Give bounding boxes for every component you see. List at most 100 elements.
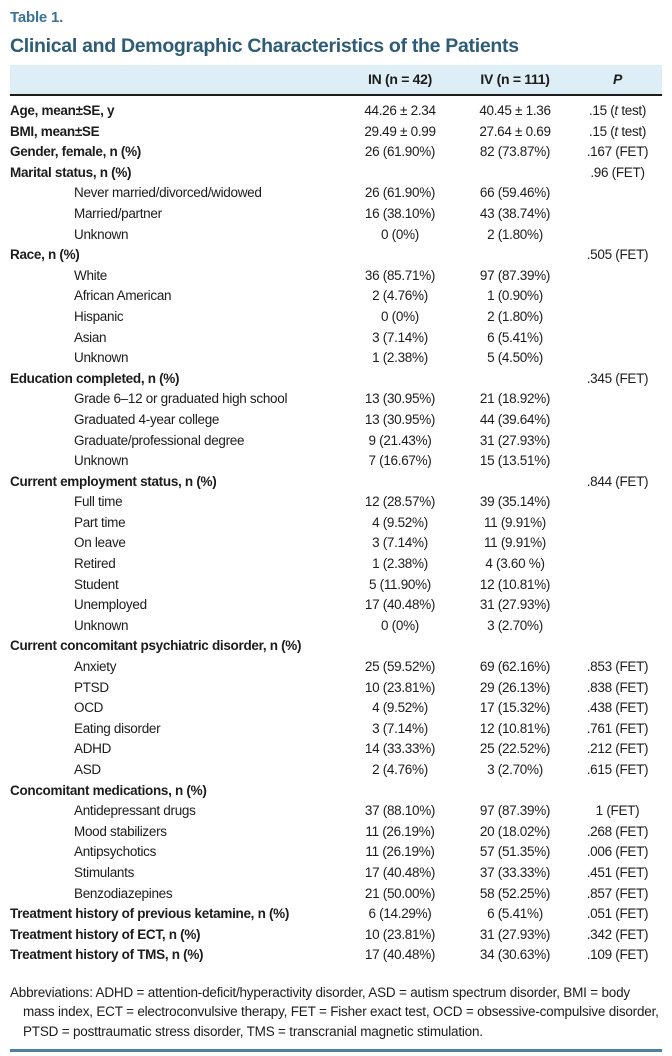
- table-row: Grade 6–12 or graduated high school 13 (3…: [10, 389, 662, 410]
- row-label: Part time: [74, 514, 126, 530]
- row-label: White: [74, 267, 108, 283]
- table-row: Graduate/professional degree 9 (21.43%) 31…: [10, 431, 662, 452]
- row-label: ADHD: [74, 741, 112, 757]
- cell-iv-value: [457, 163, 573, 184]
- row-label: Full time: [74, 494, 123, 510]
- row-label: Current employment status, n (%): [10, 473, 217, 489]
- cell-iv-value: 1 (0.90%): [487, 288, 543, 304]
- table-row: Unemployed 17 (40.48%) 31 (27.93%): [10, 595, 662, 616]
- row-label: Treatment history of TMS, n (%): [10, 947, 204, 963]
- cell-in-value: 3 (7.14%): [372, 329, 428, 345]
- bottom-rule: [10, 1049, 662, 1053]
- cell-p-value: [573, 616, 662, 637]
- cell-iv-value: 5 (4.50%): [487, 350, 543, 366]
- cell-iv-value: [457, 781, 573, 802]
- cell-p-value: .844 (FET): [586, 473, 649, 489]
- cell-iv-value: 39 (35.14%): [479, 494, 551, 510]
- cell-in-value: 17 (40.48%): [364, 864, 436, 880]
- cell-in-value: 7 (16.67%): [368, 453, 432, 469]
- cell-in-value: 11 (26.19%): [365, 823, 435, 839]
- cell-iv-value: 40.45 ± 1.36: [479, 103, 551, 118]
- cell-p-value: .342 (FET): [586, 926, 649, 942]
- cell-in-value: 14 (33.33%): [364, 741, 436, 757]
- table-row: Eating disorder 3 (7.14%) 12 (10.81%) .761 …: [10, 719, 662, 740]
- cell-p-value: [573, 348, 662, 369]
- demographics-table: IN (n = 42) IV (n = 111) P Age, mean±SE,…: [10, 65, 662, 966]
- cell-in-value: 16 (38.10%): [364, 205, 436, 221]
- row-label: Asian: [74, 329, 107, 345]
- table-row: Education completed, n (%) .345 (FET): [10, 369, 662, 390]
- cell-p-value: [573, 204, 662, 225]
- cell-p-value: [573, 410, 662, 431]
- cell-iv-value: [457, 369, 573, 390]
- cell-iv-value: 97 (87.39%): [479, 267, 551, 283]
- cell-in-value: [343, 245, 457, 266]
- table-row: Anxiety 25 (59.52%) 69 (62.16%) .853 (FET): [10, 657, 662, 678]
- cell-iv-value: [457, 472, 573, 493]
- row-label: Unknown: [74, 350, 129, 366]
- cell-iv-value: 11 (9.91%): [483, 535, 547, 551]
- cell-iv-value: 43 (38.74%): [479, 205, 551, 221]
- table-row: Treatment history of previous ketamine, …: [10, 904, 662, 925]
- cell-iv-value: 34 (30.63%): [479, 947, 551, 963]
- row-label: Student: [74, 576, 119, 592]
- cell-in-value: 25 (59.52%): [364, 659, 436, 675]
- cell-iv-value: 2 (1.80%): [487, 308, 543, 324]
- table-title: Clinical and Demographic Characteristics…: [10, 35, 519, 57]
- row-label: PTSD: [74, 679, 109, 695]
- cell-in-value: [343, 369, 457, 390]
- cell-p-value: .212 (FET): [586, 741, 649, 757]
- cell-in-value: 3 (7.14%): [372, 720, 428, 736]
- cell-iv-value: 44 (39.64%): [479, 411, 551, 427]
- col-header-in: IN (n = 42): [343, 65, 457, 96]
- cell-in-value: 17 (40.48%): [364, 597, 436, 613]
- row-label: Education completed, n (%): [10, 370, 180, 386]
- cell-p-value: [573, 533, 662, 554]
- cell-p-value: [573, 492, 662, 513]
- cell-in-value: 12 (28.57%): [364, 494, 436, 510]
- cell-iv-value: 57 (51.35%): [479, 844, 551, 860]
- table-row: Graduated 4-year college 13 (30.95%) 44 (3…: [10, 410, 662, 431]
- cell-in-value: 4 (9.52%): [372, 514, 428, 530]
- row-label: Mood stabilizers: [74, 823, 167, 839]
- table-row: Gender, female, n (%) 26 (61.90%) 82 (73.8…: [10, 142, 662, 163]
- cell-iv-value: 17 (15.32%): [479, 700, 551, 716]
- row-label: Grade 6–12 or graduated high school: [74, 391, 288, 407]
- cell-iv-value: 21 (18.92%): [479, 391, 551, 407]
- cell-in-value: 1 (2.38%): [372, 556, 428, 572]
- row-label: Retired: [74, 556, 116, 572]
- cell-in-value: [343, 781, 457, 802]
- cell-in-value: 3 (7.14%): [372, 535, 428, 551]
- cell-in-value: 2 (4.76%): [372, 762, 428, 777]
- cell-p-value: [573, 266, 662, 287]
- table-row: Asian 3 (7.14%) 6 (5.41%): [10, 328, 662, 349]
- row-label: Antidepressant drugs: [74, 803, 196, 819]
- cell-p-value: .109 (FET): [586, 947, 649, 963]
- table-row: Treatment history of TMS, n (%) 17 (40.48…: [10, 945, 662, 966]
- cell-p-value: [573, 595, 662, 616]
- row-label: Graduate/professional degree: [74, 432, 245, 448]
- cell-in-value: 36 (85.71%): [364, 267, 436, 283]
- table-row: Unknown 1 (2.38%) 5 (4.50%): [10, 348, 662, 369]
- row-label: Age, mean±SE, y: [10, 103, 115, 118]
- table-row: Treatment history of ECT, n (%) 10 (23.81…: [10, 925, 662, 946]
- table-row: Never married/divorced/widowed 26 (61.90%…: [10, 183, 662, 204]
- table-row: Hispanic 0 (0%) 2 (1.80%): [10, 307, 662, 328]
- cell-p-value: .857 (FET): [586, 885, 649, 901]
- cell-iv-value: 20 (18.02%): [479, 823, 551, 839]
- row-label: Unknown: [74, 617, 129, 633]
- cell-p-value: .761 (FET): [586, 720, 649, 736]
- cell-iv-value: 97 (87.39%): [479, 803, 551, 819]
- cell-in-value: 5 (11.90%): [368, 576, 432, 592]
- row-label: Stimulants: [74, 864, 135, 880]
- table-row: Antipsychotics 11 (26.19%) 57 (51.35%) .006…: [10, 842, 662, 863]
- cell-in-value: 26 (61.90%): [364, 144, 436, 160]
- table-row: ASD 2 (4.76%) 3 (2.70%) .615 (FET): [10, 760, 662, 781]
- cell-iv-value: 11 (9.91%): [483, 514, 547, 530]
- table-row: Current employment status, n (%) .844 (FE…: [10, 472, 662, 493]
- row-label: Anxiety: [74, 659, 117, 675]
- cell-iv-value: 3 (2.70%): [487, 617, 543, 633]
- cell-in-value: 17 (40.48%): [364, 947, 436, 963]
- table-footnote: Abbreviations: ADHD = attention-deficit/…: [10, 984, 659, 1039]
- cell-in-value: 11 (26.19%): [365, 844, 435, 860]
